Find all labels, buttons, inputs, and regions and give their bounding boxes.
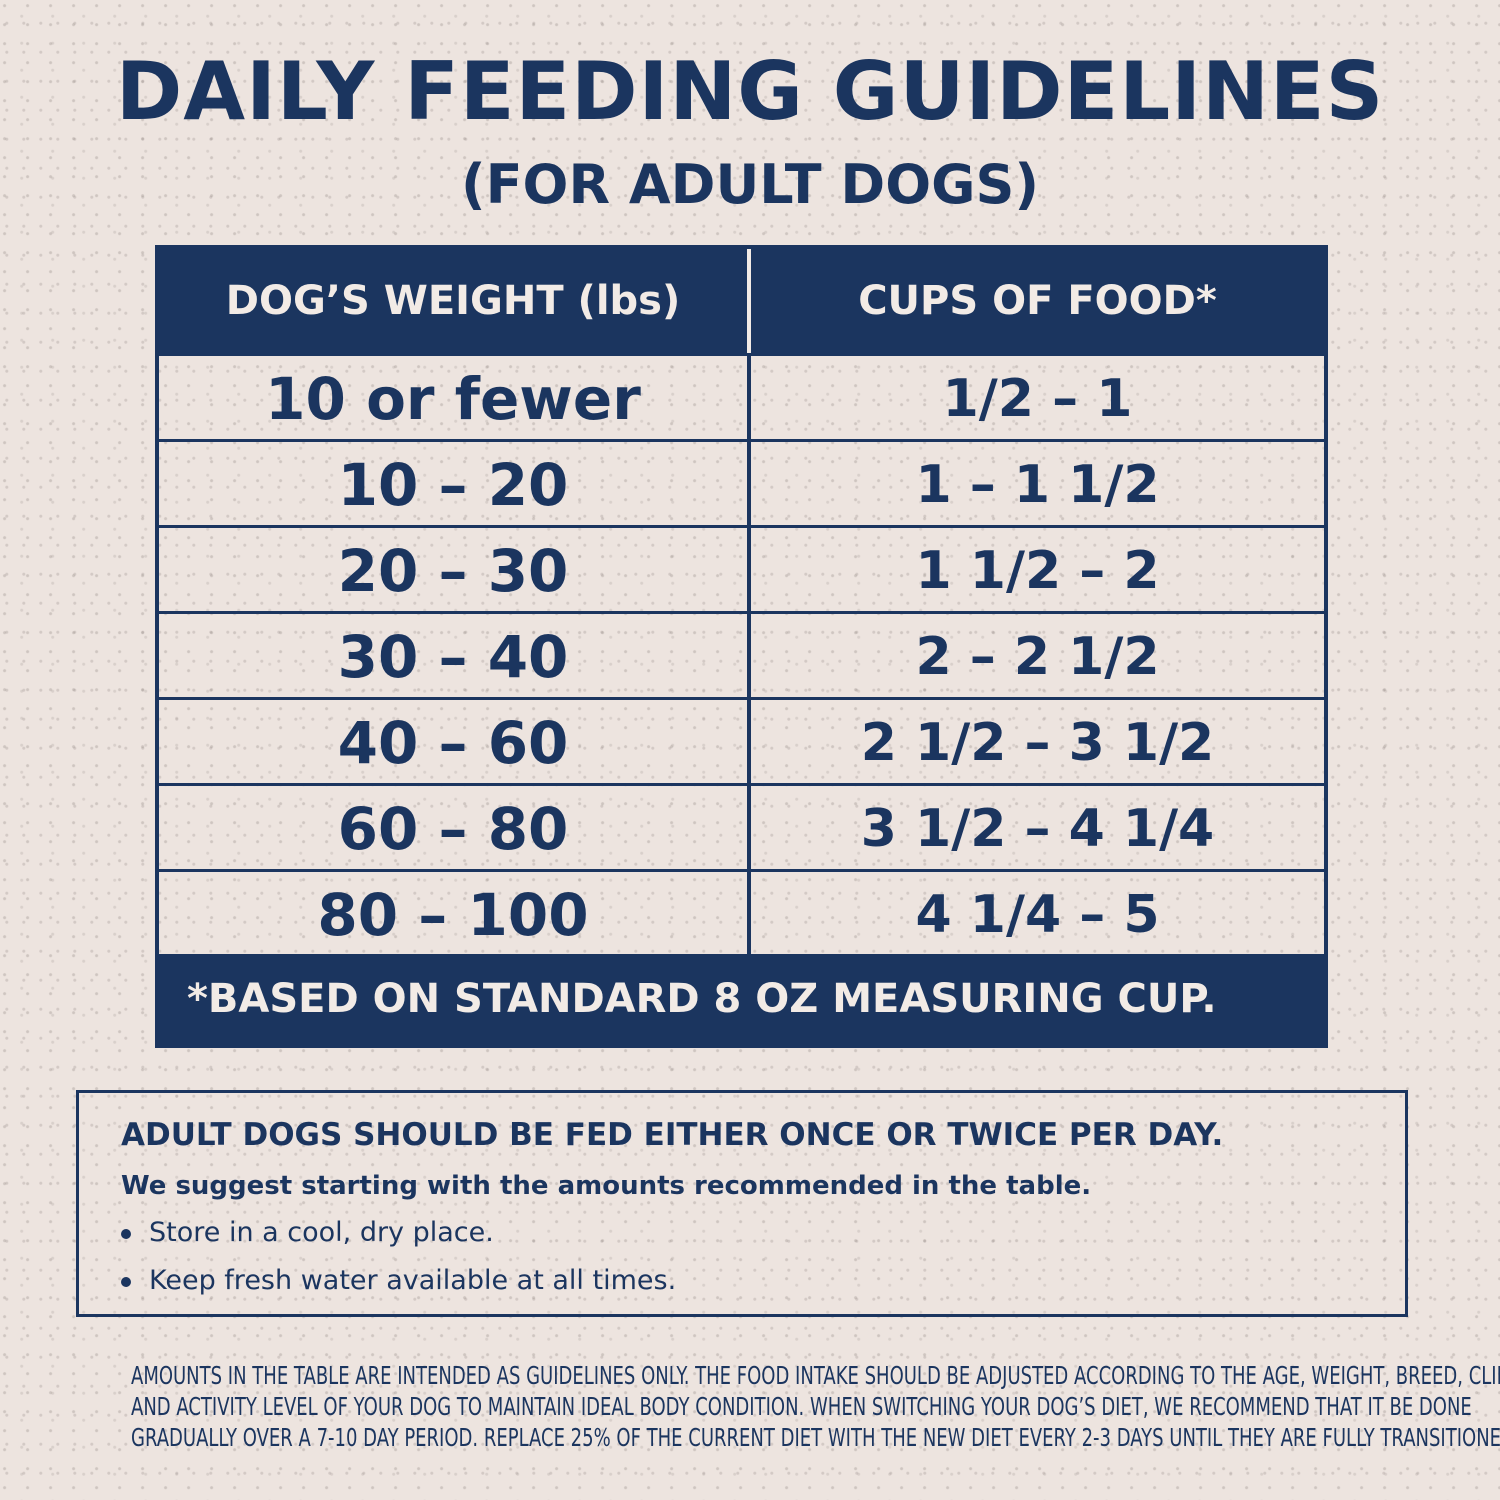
column-header-cups: CUPS OF FOOD*	[858, 278, 1217, 324]
page-subtitle: (FOR ADULT DOGS)	[460, 153, 1040, 216]
cups-cell: 1 – 1 1/2	[915, 455, 1160, 515]
cups-cell: 3 1/2 – 4 1/4	[860, 799, 1215, 859]
disclaimer-line: AMOUNTS IN THE TABLE ARE INTENDED AS GUI…	[131, 1361, 1500, 1390]
header-divider	[747, 249, 751, 353]
table-row: 20 – 30 1 1/2 – 2	[159, 525, 1324, 611]
weight-cell: 80 – 100	[317, 881, 589, 949]
table-row: 80 – 100 4 1/4 – 5	[159, 869, 1324, 955]
weight-cell: 10 or fewer	[265, 365, 641, 433]
bullet-item: Store in a cool, dry place.	[121, 1217, 494, 1248]
weight-cell: 40 – 60	[337, 709, 569, 777]
cups-cell: 1 1/2 – 2	[915, 541, 1160, 601]
table-row: 10 or fewer 1/2 – 1	[159, 353, 1324, 439]
cups-cell: 2 1/2 – 3 1/2	[860, 713, 1215, 773]
weight-cell: 60 – 80	[337, 795, 569, 863]
column-divider	[747, 353, 751, 959]
table-row: 60 – 80 3 1/2 – 4 1/4	[159, 783, 1324, 869]
cups-cell: 4 1/4 – 5	[915, 885, 1160, 945]
feeding-table: DOG’S WEIGHT (lbs) CUPS OF FOOD* 10 or f…	[155, 245, 1328, 1048]
weight-cell: 20 – 30	[337, 537, 569, 605]
cups-cell: 1/2 – 1	[942, 369, 1133, 429]
disclaimer-line: AND ACTIVITY LEVEL OF YOUR DOG TO MAINTA…	[131, 1392, 1472, 1421]
weight-cell: 10 – 20	[337, 451, 569, 519]
bullet-text: Keep fresh water available at all times.	[149, 1265, 677, 1296]
table-header: DOG’S WEIGHT (lbs) CUPS OF FOOD*	[159, 249, 1324, 353]
feeding-info-box: ADULT DOGS SHOULD BE FED EITHER ONCE OR …	[76, 1090, 1408, 1317]
disclaimer: AMOUNTS IN THE TABLE ARE INTENDED AS GUI…	[131, 1360, 1500, 1453]
info-subheading: We suggest starting with the amounts rec…	[121, 1171, 1092, 1201]
table-footnote: *BASED ON STANDARD 8 OZ MEASURING CUP.	[159, 954, 1324, 1044]
page-title: DAILY FEEDING GUIDELINES	[115, 45, 1385, 138]
table-row: 30 – 40 2 – 2 1/2	[159, 611, 1324, 697]
table-row: 40 – 60 2 1/2 – 3 1/2	[159, 697, 1324, 783]
bullet-text: Store in a cool, dry place.	[149, 1217, 494, 1248]
cups-cell: 2 – 2 1/2	[915, 627, 1160, 687]
bullet-icon	[121, 1276, 131, 1287]
table-row: 10 – 20 1 – 1 1/2	[159, 439, 1324, 525]
bullet-icon	[121, 1228, 131, 1239]
bullet-item: Keep fresh water available at all times.	[121, 1265, 676, 1296]
info-heading: ADULT DOGS SHOULD BE FED EITHER ONCE OR …	[121, 1117, 1224, 1153]
disclaimer-line: GRADUALLY OVER A 7-10 DAY PERIOD. REPLAC…	[131, 1423, 1500, 1452]
column-header-weight: DOG’S WEIGHT (lbs)	[225, 278, 681, 324]
weight-cell: 30 – 40	[337, 623, 569, 691]
